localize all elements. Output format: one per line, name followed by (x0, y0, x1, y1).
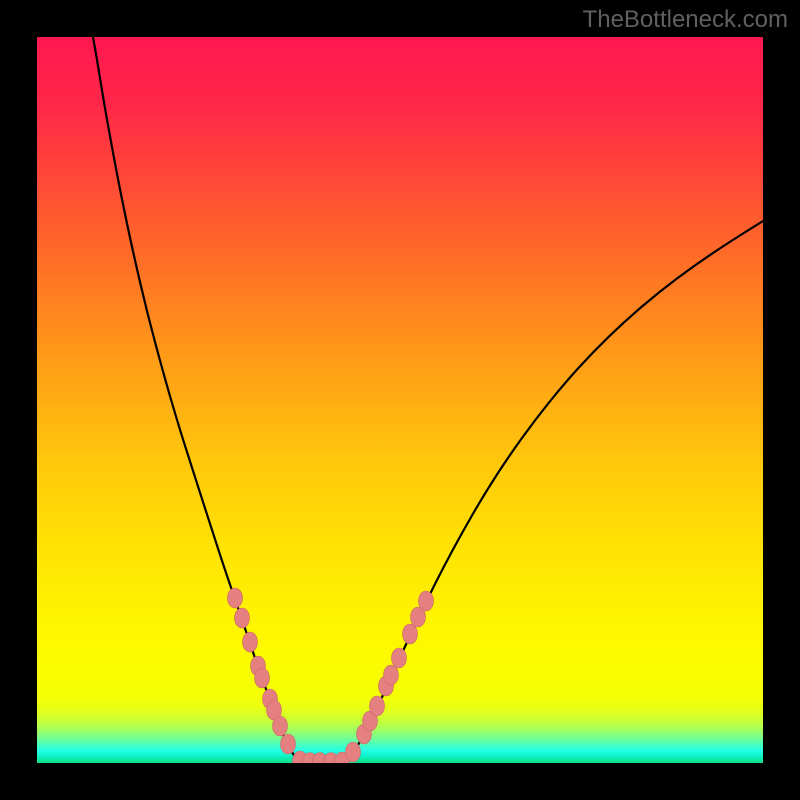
chart-container: TheBottleneck.com (0, 0, 800, 800)
data-marker (419, 591, 434, 611)
data-marker (281, 734, 296, 754)
data-marker (235, 608, 250, 628)
data-marker (370, 696, 385, 716)
data-marker (392, 648, 407, 668)
data-marker (243, 632, 258, 652)
data-marker (273, 716, 288, 736)
data-marker (255, 668, 270, 688)
data-marker (384, 665, 399, 685)
watermark-text: TheBottleneck.com (583, 6, 788, 34)
data-marker (403, 624, 418, 644)
plot-area (37, 37, 763, 763)
data-marker (228, 588, 243, 608)
data-marker (346, 742, 361, 762)
